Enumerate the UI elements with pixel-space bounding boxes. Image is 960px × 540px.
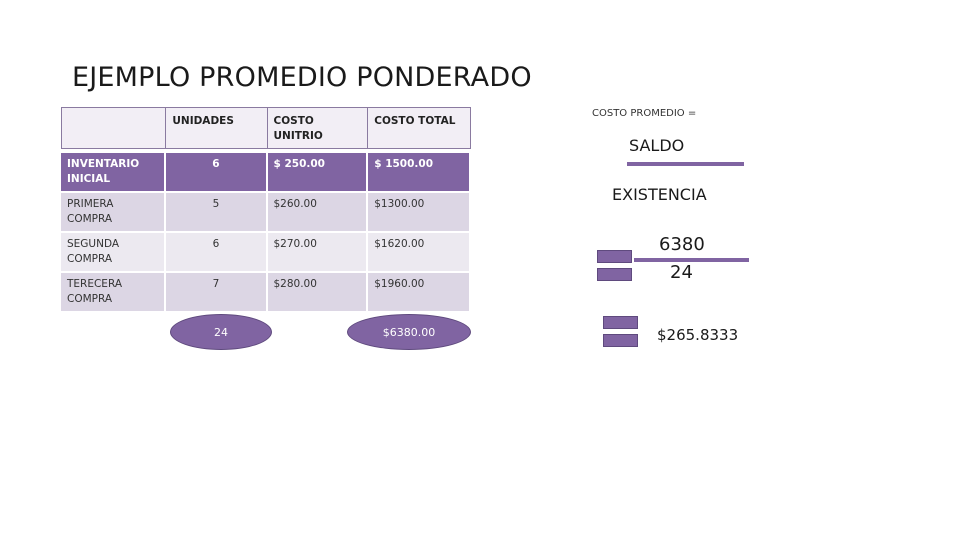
table-row: TERECERA COMPRA 7 $280.00 $1960.00 [61,273,471,313]
page-title: EJEMPLO PROMEDIO PONDERADO [72,62,532,93]
numerator-value: 6380 [659,234,705,255]
cell-unidades: 7 [166,273,268,313]
formula-numerator: SALDO [629,136,685,155]
cell-unidades: 6 [166,153,268,193]
cell-costo-total: $1620.00 [368,233,471,273]
formula-denominator: EXISTENCIA [612,185,707,204]
cell-costo-total: $1300.00 [368,193,471,233]
header-concepto [61,107,167,149]
table-row: PRIMERA COMPRA 5 $260.00 $1300.00 [61,193,471,233]
cell-costo-total: $1960.00 [368,273,471,313]
result-value: $265.8333 [657,326,739,344]
fraction-bar-values [634,258,749,262]
formula-label: COSTO PROMEDIO = [592,108,697,119]
equals-sign-bottom [597,268,632,281]
header-costo-total: COSTO TOTAL [368,107,471,149]
table-row: SEGUNDA COMPRA 6 $270.00 $1620.00 [61,233,471,273]
equals-sign-top [603,316,638,329]
header-unidades: UNIDADES [166,107,268,149]
cell-concepto: INVENTARIO INICIAL [61,153,167,193]
cell-costo-unitario: $260.00 [267,193,369,233]
total-units-oval: 24 [170,314,272,350]
cell-costo-unitario: $ 250.00 [267,153,369,193]
header-costo-unitario: COSTO UNITRIO [267,107,369,149]
cell-costo-unitario: $280.00 [267,273,369,313]
inventory-table: UNIDADES COSTO UNITRIO COSTO TOTAL INVEN… [61,107,471,313]
total-cost-oval: $6380.00 [347,314,471,350]
fraction-bar [627,162,744,166]
cell-unidades: 6 [166,233,268,273]
cell-costo-total: $ 1500.00 [368,153,471,193]
table-row: INVENTARIO INICIAL 6 $ 250.00 $ 1500.00 [61,153,471,193]
cell-concepto: SEGUNDA COMPRA [61,233,167,273]
cell-concepto: PRIMERA COMPRA [61,193,167,233]
cell-concepto: TERECERA COMPRA [61,273,167,313]
equals-sign-top [597,250,632,263]
table-header-row: UNIDADES COSTO UNITRIO COSTO TOTAL [61,107,471,149]
cell-unidades: 5 [166,193,268,233]
denominator-value: 24 [670,262,693,283]
equals-sign-bottom [603,334,638,347]
cell-costo-unitario: $270.00 [267,233,369,273]
